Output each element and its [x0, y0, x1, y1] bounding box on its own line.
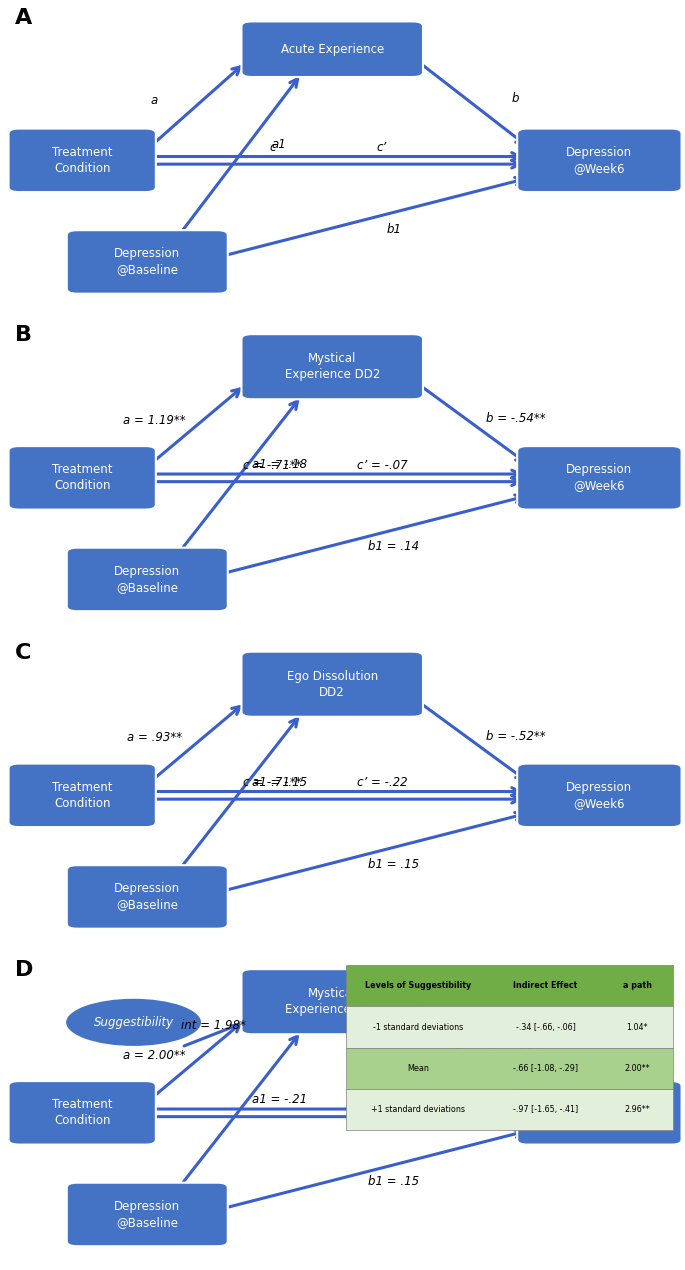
Text: D: D [15, 960, 34, 980]
FancyBboxPatch shape [346, 1048, 673, 1090]
Text: -.34 [-.66, -.06]: -.34 [-.66, -.06] [516, 1022, 575, 1031]
Text: a1 = -.18: a1 = -.18 [251, 458, 307, 471]
Text: -1 standard deviations: -1 standard deviations [373, 1022, 463, 1031]
Text: Suggestibility: Suggestibility [94, 1016, 173, 1029]
Text: b1: b1 [386, 224, 401, 236]
Text: 2.96**: 2.96** [625, 1105, 650, 1114]
Text: A: A [15, 8, 32, 28]
Text: int = 1.98*: int = 1.98* [181, 1019, 246, 1033]
Text: Depression
@Baseline: Depression @Baseline [114, 248, 180, 277]
Text: a = 2.00**: a = 2.00** [123, 1049, 186, 1062]
Text: Depression
@Baseline: Depression @Baseline [114, 565, 180, 594]
FancyBboxPatch shape [8, 1081, 155, 1144]
Text: b1 = .14: b1 = .14 [369, 541, 419, 554]
Text: b = -.52**: b = -.52** [486, 730, 545, 743]
Text: Ego Dissolution
DD2: Ego Dissolution DD2 [286, 669, 378, 699]
FancyBboxPatch shape [517, 1081, 682, 1144]
Text: Levels of Suggestibility: Levels of Suggestibility [365, 982, 471, 991]
Text: Mystical
Experience DD2: Mystical Experience DD2 [284, 987, 380, 1016]
Text: -.97 [-1.65, -.41]: -.97 [-1.65, -.41] [513, 1105, 578, 1114]
FancyBboxPatch shape [517, 763, 682, 827]
Text: Treatment
Condition: Treatment Condition [52, 1099, 112, 1128]
Text: c’ = -.22: c’ = -.22 [357, 776, 407, 789]
FancyBboxPatch shape [67, 230, 227, 293]
Text: Depression
@Week6: Depression @Week6 [566, 1099, 632, 1128]
Text: 2.00**: 2.00** [625, 1064, 650, 1073]
Text: a = .93**: a = .93** [127, 732, 182, 744]
Text: Mean: Mean [407, 1064, 429, 1073]
FancyBboxPatch shape [8, 763, 155, 827]
Text: B: B [15, 325, 32, 345]
FancyBboxPatch shape [241, 334, 423, 399]
FancyBboxPatch shape [241, 652, 423, 716]
Text: b = -.33**: b = -.33** [486, 1048, 545, 1060]
Text: Treatment
Condition: Treatment Condition [52, 464, 112, 493]
Text: 1.04*: 1.04* [627, 1022, 648, 1031]
Text: a path: a path [623, 982, 652, 991]
Ellipse shape [65, 998, 202, 1046]
FancyBboxPatch shape [241, 22, 423, 77]
Text: c’ = -.05: c’ = -.05 [357, 1093, 407, 1106]
Text: +1 standard deviations: +1 standard deviations [371, 1105, 465, 1114]
FancyBboxPatch shape [241, 969, 423, 1034]
Text: Depression
@Week6: Depression @Week6 [566, 464, 632, 493]
Text: a = 1.19**: a = 1.19** [123, 414, 186, 427]
Text: Depression
@Baseline: Depression @Baseline [114, 883, 180, 912]
FancyBboxPatch shape [346, 965, 673, 1006]
Text: c = -.71**: c = -.71** [243, 458, 301, 471]
Text: Treatment
Condition: Treatment Condition [52, 781, 112, 810]
Text: c’: c’ [377, 141, 387, 154]
FancyBboxPatch shape [346, 1090, 673, 1130]
Text: b = -.54**: b = -.54** [486, 413, 545, 425]
Text: b1 = .15: b1 = .15 [369, 1176, 419, 1189]
Text: Depression
@Baseline: Depression @Baseline [114, 1200, 180, 1229]
Text: Mystical
Experience DD2: Mystical Experience DD2 [284, 352, 380, 381]
Text: c = -.71**: c = -.71** [243, 776, 301, 789]
Text: Depression
@Week6: Depression @Week6 [566, 146, 632, 175]
Text: Acute Experience: Acute Experience [281, 43, 384, 56]
Text: b: b [512, 93, 519, 105]
FancyBboxPatch shape [517, 446, 682, 509]
Text: a: a [151, 94, 158, 107]
Text: Depression
@Week6: Depression @Week6 [566, 781, 632, 810]
FancyBboxPatch shape [8, 446, 155, 509]
Text: Indirect Effect: Indirect Effect [514, 982, 578, 991]
Text: b1 = .15: b1 = .15 [369, 859, 419, 871]
Text: -.66 [-1.08, -.29]: -.66 [-1.08, -.29] [513, 1064, 578, 1073]
FancyBboxPatch shape [67, 865, 227, 928]
FancyBboxPatch shape [67, 1182, 227, 1246]
FancyBboxPatch shape [346, 1006, 673, 1048]
Text: c: c [269, 141, 275, 154]
Text: c’ = -.07: c’ = -.07 [357, 458, 407, 471]
FancyBboxPatch shape [8, 128, 155, 192]
Text: Treatment
Condition: Treatment Condition [52, 146, 112, 175]
Text: a1 = -.21: a1 = -.21 [251, 1093, 307, 1106]
FancyBboxPatch shape [67, 547, 227, 611]
Text: a1: a1 [272, 138, 286, 151]
Text: C: C [15, 643, 32, 663]
Text: a1 = -.15: a1 = -.15 [251, 776, 307, 789]
FancyBboxPatch shape [517, 128, 682, 192]
